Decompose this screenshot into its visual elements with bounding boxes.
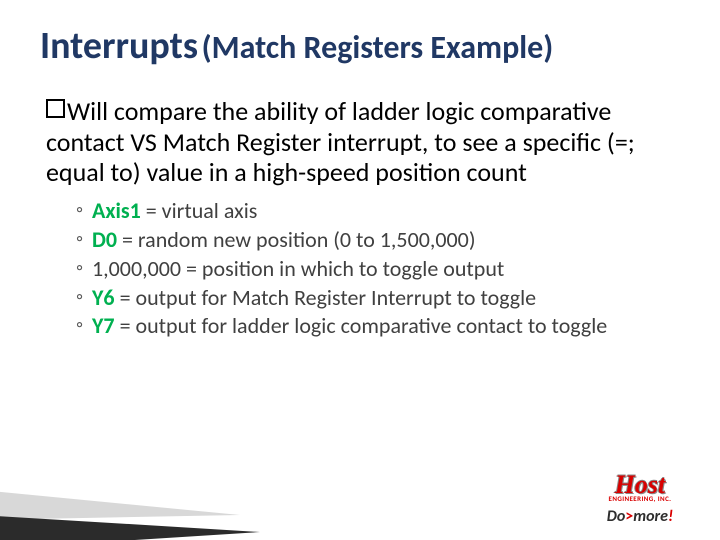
domore-more: more [633,507,668,526]
slide: Interrupts (Match Registers Example) Wil… [0,0,720,540]
title-main: Interrupts [40,23,198,69]
bullet-text: = output for Match Register Interrupt to… [115,284,537,311]
host-logo: Host [580,473,700,496]
keyword: Y7 [92,312,115,339]
bullet-text: = output for ladder logic comparative co… [115,312,608,339]
title-sub: (Match Registers Example) [202,28,554,67]
corner-wedge-icon [0,460,280,540]
bullet-list: Axis1 = virtual axis D0 = random new pos… [46,198,680,340]
body-content: Will compare the ability of ladder logic… [46,96,680,342]
domore-exc: ! [668,507,673,526]
list-item: Y7 = output for ladder logic comparative… [76,313,680,340]
domore-do: Do [607,507,626,526]
host-logo-sub: ENGINEERING, INC. [580,494,700,503]
list-item: 1,000,000 = position in which to toggle … [76,256,680,283]
wedge-bottom [0,515,260,540]
domore-gt: > [625,507,633,526]
keyword: Y6 [92,284,115,311]
logo-area: Host ENGINEERING, INC. Do>more! [580,473,700,526]
wedge-top [0,490,240,520]
bullet-text: 1,000,000 = position in which to toggle … [92,255,504,282]
body-lead-text: Will compare the ability of ladder logic… [46,95,635,188]
bullet-text: = random new position (0 to 1,500,000) [117,226,475,253]
body-lead: Will compare the ability of ladder logic… [46,96,680,188]
list-item: Y6 = output for Match Register Interrupt… [76,285,680,312]
list-item: Axis1 = virtual axis [76,198,680,225]
keyword: D0 [92,226,117,253]
checkbox-icon [46,99,65,118]
bullet-text: = virtual axis [141,197,258,224]
domore-logo: Do>more! [580,507,700,526]
keyword: Axis1 [92,197,141,224]
slide-title: Interrupts (Match Registers Example) [40,26,680,68]
list-item: D0 = random new position (0 to 1,500,000… [76,227,680,254]
